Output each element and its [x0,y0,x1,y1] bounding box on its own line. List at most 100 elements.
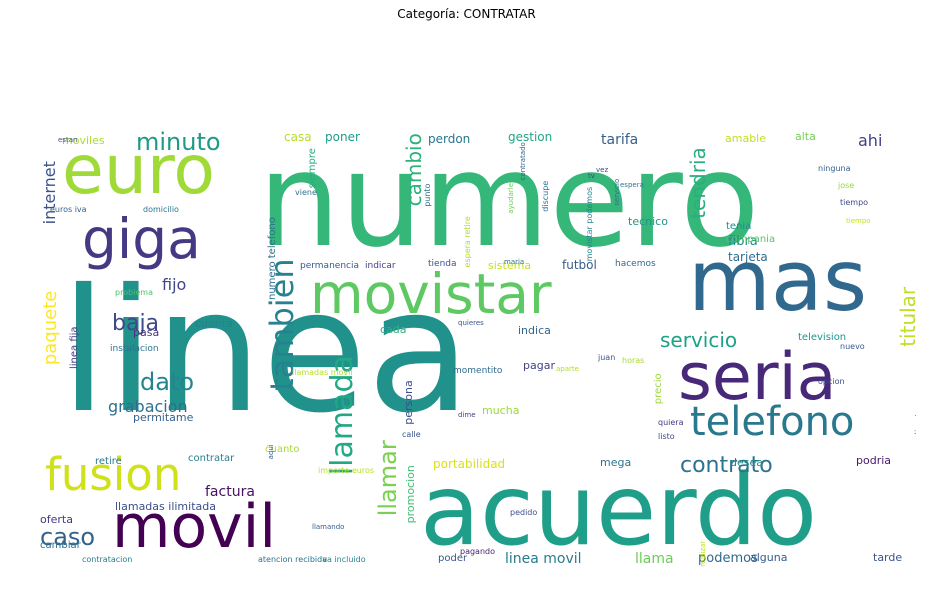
cloud-word: amable [725,132,767,145]
cloud-word: television [798,332,847,343]
cloud-word: retire [95,456,122,467]
cloud-word: minuto [136,128,221,156]
cloud-word: alguna [750,551,788,564]
cloud-word: promocion [404,465,417,524]
cloud-word: viene [295,188,317,197]
cloud-word: numero [258,127,760,276]
cloud-word: ninguna [818,164,851,173]
cloud-word: pasa [133,326,160,339]
cloud-word: caso [40,523,96,551]
cloud-word: contratar [188,453,235,464]
cloud-word: cambio [402,133,426,207]
cloud-word: tenia [726,221,752,232]
cloud-word: dato [140,368,195,396]
figure-title: Categoría: CONTRATAR [397,7,536,21]
cloud-word: moviles [62,134,105,147]
cloud-word: mas [688,232,868,331]
cloud-word: movil [112,492,277,562]
cloud-word: momentito [453,366,503,376]
cloud-word: tarifa [601,132,639,148]
cloud-word: fijo [162,275,187,294]
cloud-word: persona [402,380,415,425]
cloud-word: internet [40,161,59,225]
cloud-word: oferta [40,513,73,526]
cloud-word: linea [60,253,471,451]
cloud-word: ayudarle [507,182,515,214]
cloud-word: fusion [45,448,182,501]
cloud-word: pedido [510,508,538,517]
cloud-word: baja [112,311,160,336]
cloud-word: podemos [698,551,758,566]
cloud-word: tiempo [846,217,871,225]
cloud-word: cambiar [40,540,81,551]
cloud-word: tecnico [628,215,668,228]
cloud-word: quiera [658,418,684,427]
cloud-word: indica [518,324,551,337]
cloud-word: permitame [133,411,194,424]
cloud-word: listo [658,432,675,441]
cloud-word: calle [402,430,421,439]
cloud-word: espera [620,181,644,189]
cloud-word: domicilio [143,205,179,214]
cloud-word: atencion recibida [258,555,328,564]
cloud-word: tendria [686,147,710,219]
cloud-word: tienda [428,259,457,269]
cloud-word: llama [635,551,674,567]
cloud-word: servicio [613,178,621,206]
cloud-word: cada [380,323,407,336]
cloud-word: servicio [660,328,738,352]
cloud-word: cuanto [265,444,300,455]
cloud-word: sistema [488,259,532,272]
cloud-word: poder [438,553,468,564]
cloud-word: juan [598,353,616,362]
cloud-word: seria [678,340,837,415]
cloud-word: maria [504,258,525,266]
cloud-word: punto [423,183,432,207]
cloud-word: nuevo [840,342,865,351]
cloud-word: desea [730,456,763,469]
cloud-word: vez [596,166,609,174]
cloud-word: tv [588,172,595,180]
cloud-word: futbol [562,258,597,272]
cloud-word: factura [205,484,255,500]
cloud-word: estan [58,136,78,144]
cloud-word: numero telefono [267,217,278,300]
cloud-word: grabacion [108,397,188,416]
cloud-word: pagar [523,359,555,372]
cloud-word: movistar [310,262,552,326]
cloud-word: alta [795,130,816,143]
cloud-word: discupe [541,180,550,212]
cloud-word: tarjeta [728,250,768,264]
cloud-word: jose [838,181,855,190]
cloud-word: perdon [428,132,471,146]
cloud-word: dime [458,411,476,419]
cloud-word: realizar [699,540,707,567]
cloud-word: aqui [267,444,275,460]
cloud-word: mucha [482,404,520,417]
cloud-word: siempre [307,148,318,189]
cloud-word: gestion [508,130,553,144]
cloud-word: ahi [858,131,883,150]
cloud-word: podria [856,454,892,467]
cloud-word: compania [726,234,776,245]
cloud-word: mega [600,456,632,469]
cloud-word: opcion [818,377,845,386]
cloud-word: llamando [312,523,345,531]
cloud-word: permanencia [300,261,359,271]
cloud-word: cliente [914,406,916,441]
cloud-word: contrato [680,453,773,478]
cloud-word: problema [115,288,154,297]
cloud-word: movistar podemos [585,186,594,262]
cloud-word: llamadas ilimitada [115,500,216,513]
cloud-word: horas [622,356,645,365]
cloud-word: aparte [556,365,579,373]
cloud-word: euros iva [50,205,87,214]
cloud-word: acuerdo [420,454,818,568]
cloud-word: linea movil [505,551,582,567]
cloud-word: espera retire [463,216,472,268]
cloud-word: fibra [728,234,758,249]
cloud-word: poner [325,130,360,144]
cloud-word: iva incluido [320,555,366,564]
cloud-word: tiempo [840,198,869,207]
cloud-word: paquete [40,290,61,366]
